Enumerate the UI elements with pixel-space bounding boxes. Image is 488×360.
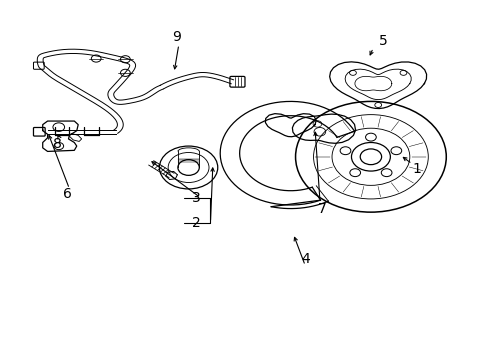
Text: 4: 4 [300, 252, 309, 266]
Text: 2: 2 [191, 216, 200, 230]
Text: 5: 5 [378, 34, 386, 48]
Text: 7: 7 [317, 202, 326, 216]
Text: 1: 1 [412, 162, 421, 176]
Text: 8: 8 [53, 137, 61, 151]
Text: 6: 6 [62, 187, 71, 201]
Text: 3: 3 [191, 191, 200, 205]
Text: 9: 9 [172, 30, 181, 44]
